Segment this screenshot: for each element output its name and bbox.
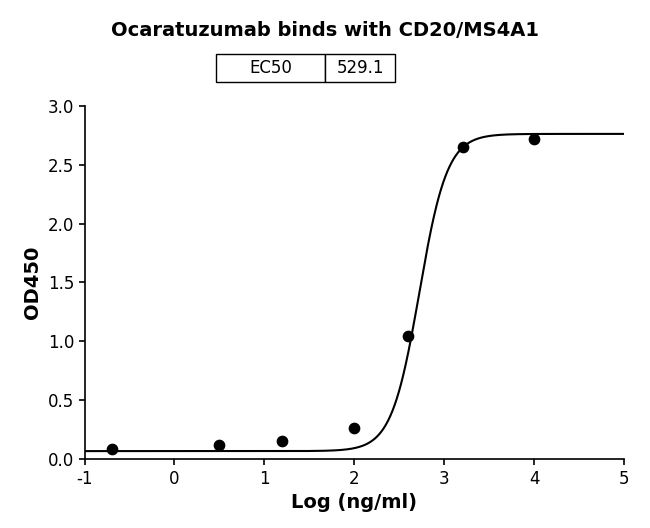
Text: 529.1: 529.1 [336, 59, 384, 77]
Point [349, 423, 359, 432]
Point [458, 143, 468, 151]
Text: EC50: EC50 [249, 59, 292, 77]
Point [529, 135, 539, 143]
Point [107, 445, 117, 453]
Point [277, 437, 287, 445]
Point [403, 332, 413, 340]
Point [214, 441, 225, 449]
Text: Ocaratuzumab binds with CD20/MS4A1: Ocaratuzumab binds with CD20/MS4A1 [111, 21, 539, 40]
Y-axis label: OD450: OD450 [23, 246, 42, 319]
X-axis label: Log (ng/ml): Log (ng/ml) [291, 493, 417, 512]
